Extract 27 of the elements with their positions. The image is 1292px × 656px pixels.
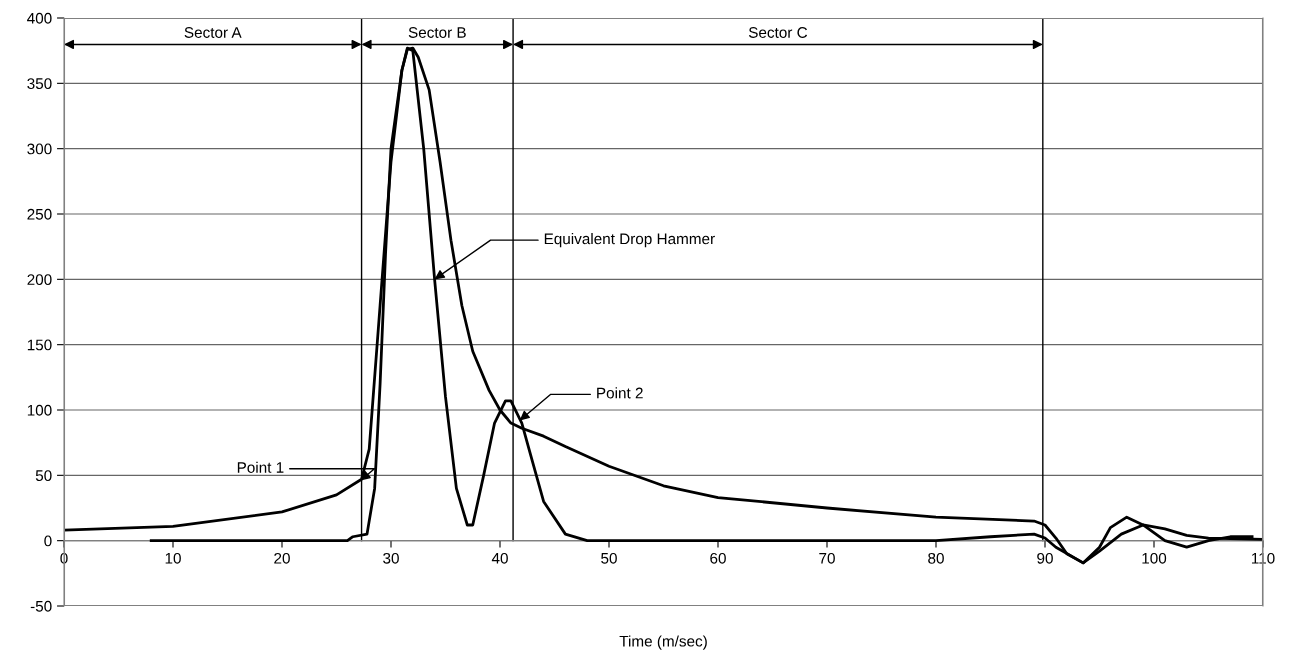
y-tick-label: 100 [27, 404, 52, 416]
x-tick-label: 10 [165, 552, 181, 564]
annotation: Sector A [184, 27, 242, 38]
y-tick-label: 50 [35, 470, 52, 482]
x-tick-label: 50 [601, 552, 617, 564]
annotation: Point 1 [237, 461, 284, 473]
x-tick-label: 70 [819, 552, 835, 564]
y-tick-label: 400 [27, 12, 52, 24]
annotation: Sector C [748, 27, 808, 38]
y-tick-label: 300 [27, 143, 52, 155]
x-axis-title: Time (m/sec) [619, 635, 707, 650]
text: Equivalent Drop Hammer [544, 233, 715, 248]
x-tick-label: 60 [710, 552, 726, 564]
y-tick-label: 200 [27, 274, 52, 286]
x-tick-label: 80 [928, 552, 944, 564]
annotation: Point 2 [597, 387, 643, 399]
y-tick-label: -50 [30, 600, 52, 612]
annotation: Sector B [408, 27, 466, 38]
x-tick-label: 40 [491, 552, 508, 564]
x-tick-label: 20 [274, 552, 290, 564]
y-tick-label: 0 [44, 535, 52, 547]
x-tick-label: 30 [383, 552, 399, 564]
x-tick-label: 90 [1037, 552, 1053, 564]
y-tick-label: 350 [27, 78, 52, 90]
y-tick-label: 150 [27, 339, 52, 351]
x-tick-label: 100 [1142, 552, 1167, 564]
y-tick-label: 250 [27, 208, 52, 220]
